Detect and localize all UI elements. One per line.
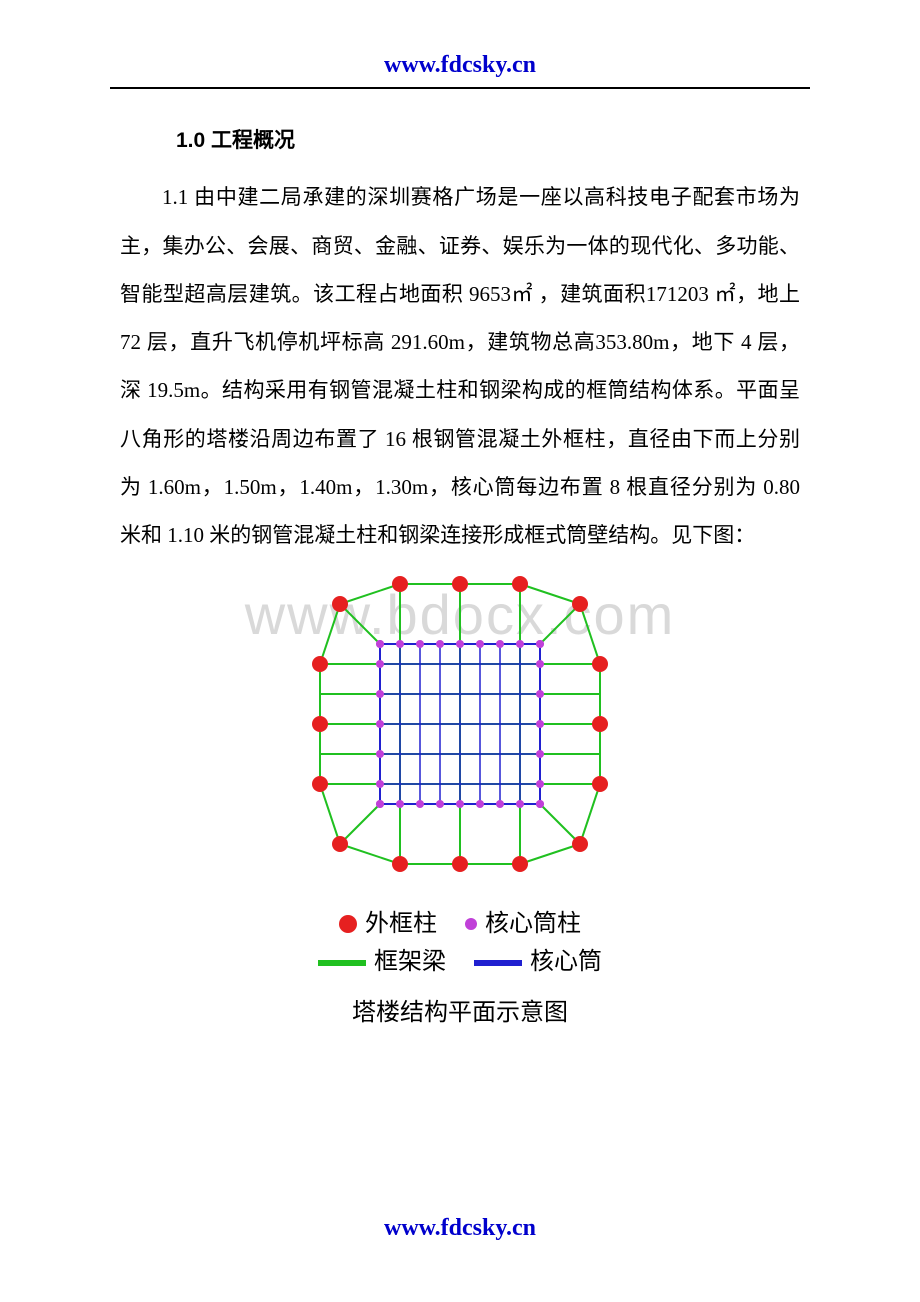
legend-frame-bar-icon [318, 960, 366, 966]
content-area: 1.0 工程概况 1.1 由中建二局承建的深圳赛格广场是一座以高科技电子配套市场… [0, 89, 920, 1041]
legend-coretube-label: 核心筒 [530, 943, 602, 981]
section-body: 1.1 由中建二局承建的深圳赛格广场是一座以高科技电子配套市场为主，集办公、会展… [120, 173, 800, 559]
legend-outer-label: 外框柱 [365, 905, 437, 943]
header-link[interactable]: www.fdcsky.cn [0, 0, 920, 79]
legend: 外框柱 核心筒柱 框架梁 核心筒 [120, 905, 800, 982]
legend-core-label: 核心筒柱 [485, 905, 581, 943]
section-heading: 1.0 工程概况 [120, 117, 800, 165]
legend-outer-dot-icon [339, 915, 357, 933]
footer-link[interactable]: www.fdcsky.cn [0, 1215, 920, 1242]
legend-frame-label: 框架梁 [374, 943, 446, 981]
legend-core-bar-icon [474, 960, 522, 966]
structure-diagram [120, 564, 800, 901]
diagram-caption: 塔楼结构平面示意图 [120, 986, 800, 1041]
legend-core-dot-icon [465, 918, 477, 930]
